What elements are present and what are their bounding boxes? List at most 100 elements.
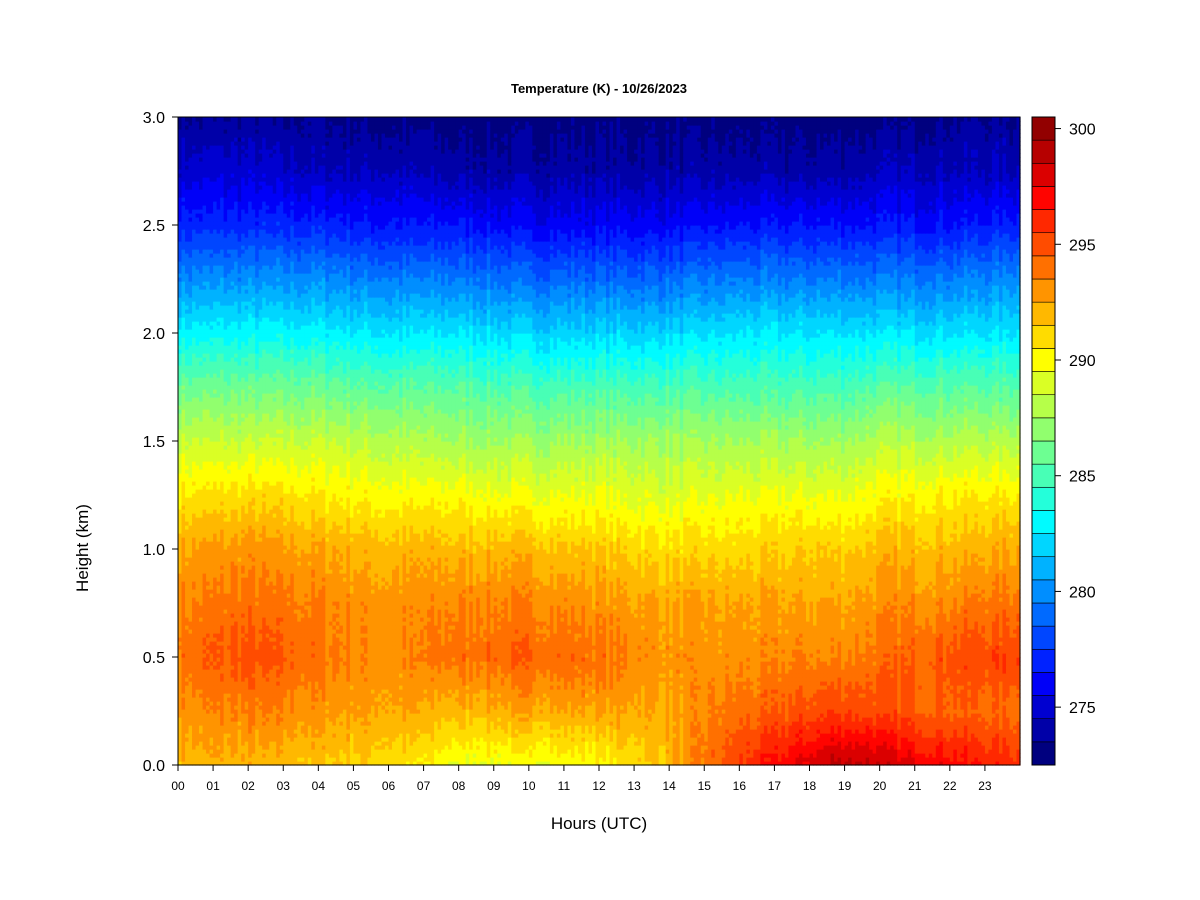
heatmap-cell	[452, 697, 456, 702]
heatmap-cell	[434, 681, 438, 686]
heatmap-cell	[802, 717, 806, 722]
heatmap-cell	[824, 721, 828, 726]
heatmap-cell	[595, 733, 599, 738]
heatmap-cell	[922, 689, 926, 694]
heatmap-cell	[245, 709, 249, 714]
heatmap-cell	[553, 697, 557, 702]
heatmap-cell	[553, 757, 557, 762]
heatmap-cell	[634, 713, 638, 718]
heatmap-cell	[831, 709, 835, 714]
heatmap-cell	[890, 705, 894, 710]
heatmap-cell	[603, 709, 607, 714]
heatmap-cell	[838, 693, 842, 698]
heatmap-cell	[220, 721, 224, 726]
heatmap-cell	[960, 733, 964, 738]
heatmap-cell	[848, 693, 852, 698]
heatmap-cell	[234, 725, 238, 730]
heatmap-cell	[392, 745, 396, 750]
heatmap-cell	[266, 729, 270, 734]
heatmap-cell	[697, 717, 701, 722]
heatmap-cell	[613, 681, 617, 686]
heatmap-cell	[799, 757, 803, 762]
heatmap-cell	[711, 701, 715, 706]
heatmap-cell	[676, 753, 680, 758]
heatmap-cell	[567, 753, 571, 758]
heatmap-cell	[203, 717, 207, 722]
heatmap-cell	[953, 753, 957, 758]
heatmap-cell	[806, 713, 810, 718]
heatmap-cell	[981, 733, 985, 738]
heatmap-cell	[392, 725, 396, 730]
heatmap-cell	[532, 745, 536, 750]
heatmap-cell	[901, 697, 905, 702]
heatmap-cell	[894, 737, 898, 742]
heatmap-cell	[778, 725, 782, 730]
heatmap-cell	[673, 685, 677, 690]
heatmap-cell	[357, 729, 361, 734]
heatmap-cell	[353, 753, 357, 758]
heatmap-cell	[929, 749, 933, 754]
heatmap-cell	[936, 749, 940, 754]
heatmap-cell	[817, 709, 821, 714]
heatmap-cell	[792, 717, 796, 722]
heatmap-cell	[908, 737, 912, 742]
heatmap-cell	[462, 689, 466, 694]
heatmap-cell	[311, 745, 315, 750]
heatmap-cell	[311, 689, 315, 694]
heatmap-cell	[396, 693, 400, 698]
heatmap-cell	[178, 757, 182, 762]
heatmap-cell	[374, 697, 378, 702]
heatmap-cell	[911, 713, 915, 718]
heatmap-cell	[638, 721, 642, 726]
heatmap-cell	[595, 749, 599, 754]
heatmap-cell	[255, 717, 259, 722]
heatmap-cell	[241, 725, 245, 730]
heatmap-cell	[273, 753, 277, 758]
heatmap-cell	[227, 721, 231, 726]
heatmap-cell	[206, 725, 210, 730]
heatmap-cell	[287, 721, 291, 726]
heatmap-cell	[866, 741, 870, 746]
heatmap-cell	[427, 749, 431, 754]
heatmap-cell	[585, 741, 589, 746]
heatmap-cell	[806, 741, 810, 746]
heatmap-cell	[189, 705, 193, 710]
heatmap-cell	[932, 685, 936, 690]
heatmap-cell	[332, 681, 336, 686]
heatmap-cell	[992, 721, 996, 726]
heatmap-cell	[757, 689, 761, 694]
heatmap-cell	[683, 701, 687, 706]
heatmap-cell	[504, 753, 508, 758]
heatmap-cell	[332, 745, 336, 750]
heatmap-cell	[939, 757, 943, 762]
heatmap-cell	[546, 725, 550, 730]
heatmap-cell	[876, 753, 880, 758]
heatmap-cell	[234, 729, 238, 734]
heatmap-cell	[234, 741, 238, 746]
heatmap-cell	[392, 693, 396, 698]
heatmap-cell	[469, 749, 473, 754]
heatmap-cell	[666, 757, 670, 762]
heatmap-cell	[346, 709, 350, 714]
heatmap-cell	[469, 681, 473, 686]
heatmap-cell	[824, 753, 828, 758]
heatmap-cell	[925, 709, 929, 714]
heatmap-cell	[574, 725, 578, 730]
heatmap-cell	[855, 717, 859, 722]
heatmap-cell	[676, 749, 680, 754]
heatmap-cell	[536, 725, 540, 730]
heatmap-cell	[785, 709, 789, 714]
heatmap-cell	[227, 729, 231, 734]
heatmap-cell	[673, 741, 677, 746]
heatmap-cell	[490, 745, 494, 750]
heatmap-cell	[880, 749, 884, 754]
heatmap-cell	[357, 685, 361, 690]
heatmap-cell	[217, 737, 221, 742]
heatmap-cell	[908, 729, 912, 734]
heatmap-cell	[880, 721, 884, 726]
heatmap-cell	[687, 709, 691, 714]
heatmap-cell	[957, 709, 961, 714]
heatmap-cell	[718, 681, 722, 686]
heatmap-cell	[676, 709, 680, 714]
heatmap-cell	[781, 693, 785, 698]
